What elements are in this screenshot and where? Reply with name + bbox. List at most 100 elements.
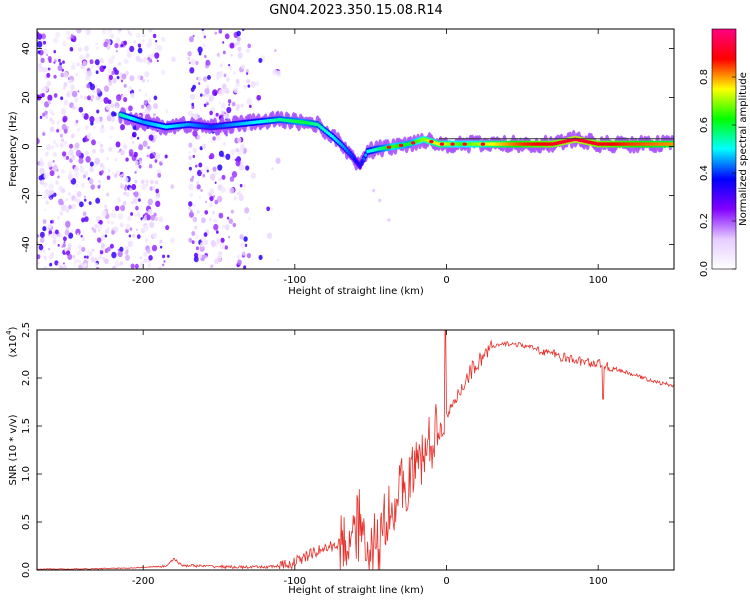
noise-blob	[241, 251, 246, 256]
noise-blob	[216, 52, 221, 58]
noise-blob	[218, 101, 221, 105]
noise-blob	[196, 134, 201, 140]
snr-series	[37, 330, 674, 570]
noise-blob	[83, 255, 87, 259]
noise-blob	[92, 126, 96, 130]
noise-blob	[270, 207, 274, 211]
noise-blob	[203, 35, 206, 39]
noise-blob	[119, 174, 123, 178]
noise-blob	[57, 175, 60, 179]
noise-blob	[49, 220, 53, 224]
noise-blob	[81, 112, 85, 117]
noise-blob	[38, 66, 44, 73]
noise-blob	[276, 70, 282, 77]
noise-blob	[83, 113, 89, 120]
noise-blob	[67, 173, 74, 181]
noise-blob	[74, 171, 80, 179]
snr-y-tick-label: 2.0	[21, 370, 32, 386]
noise-blob	[127, 215, 132, 222]
noise-blob	[106, 192, 110, 197]
noise-blob	[214, 181, 217, 185]
spectrogram-x-label: Height of straight line (km)	[288, 286, 424, 297]
noise-blob	[275, 157, 281, 164]
noise-blob	[75, 149, 82, 157]
noise-blob	[188, 61, 191, 65]
spectrogram-y-ticks: -40 -20 0 20 40	[21, 42, 674, 253]
noise-blob	[138, 198, 141, 202]
noise-blob	[192, 203, 196, 208]
noise-blob	[221, 111, 225, 116]
noise-blob	[75, 228, 81, 236]
noise-blob	[94, 116, 101, 124]
noise-blob	[76, 191, 82, 198]
snr-y-tick-label: 1.0	[21, 466, 32, 482]
noise-blob	[78, 157, 84, 164]
noise-blob	[104, 228, 109, 234]
noise-blob	[99, 249, 104, 255]
noise-blob	[78, 260, 82, 264]
noise-blob	[210, 240, 216, 247]
noise-blob	[240, 161, 245, 166]
noise-blob	[152, 232, 158, 239]
noise-blob	[148, 29, 153, 33]
ridge-core	[670, 142, 674, 146]
noise-blob	[138, 164, 142, 169]
noise-blob	[78, 47, 82, 52]
noise-blob	[65, 220, 71, 228]
ridge-core	[360, 160, 364, 165]
noise-blob	[149, 153, 154, 159]
noise-blob	[192, 154, 196, 159]
noise-blob	[43, 172, 49, 179]
noise-blob	[37, 137, 40, 145]
noise-blob	[84, 45, 89, 52]
noise-blob	[120, 124, 125, 131]
noise-blob	[66, 125, 70, 129]
noise-blob	[198, 82, 201, 85]
figure-title: GN04.2023.350.15.08.R14	[269, 3, 443, 18]
noise-blob	[83, 195, 86, 199]
noise-blob	[187, 110, 193, 118]
noise-blob	[95, 95, 100, 101]
noise-blob	[37, 31, 40, 36]
noise-blob	[70, 84, 75, 91]
noise-blob	[104, 234, 108, 238]
noise-blob	[63, 128, 68, 134]
noise-blob	[125, 107, 128, 111]
noise-blob	[125, 192, 130, 198]
noise-blob	[189, 67, 195, 74]
noise-blob	[145, 179, 149, 184]
noise-blob	[195, 164, 198, 168]
noise-blob	[139, 261, 145, 268]
noise-blob	[112, 266, 116, 269]
noise-blob	[144, 238, 149, 243]
noise-blob	[40, 237, 45, 244]
noise-blob	[67, 253, 73, 260]
noise-blob	[158, 216, 164, 223]
noise-blob	[96, 266, 100, 269]
noise-blob	[96, 88, 101, 94]
noise-blob	[144, 216, 147, 220]
noise-blob	[202, 76, 208, 82]
noise-blob	[49, 262, 53, 267]
noise-blob	[216, 238, 221, 244]
noise-blob	[71, 64, 76, 71]
noise-blob	[72, 254, 76, 259]
noise-blob	[140, 104, 145, 109]
ridge-core	[358, 164, 362, 168]
noise-blob	[218, 72, 223, 79]
noise-blob	[109, 125, 113, 131]
noise-blob	[43, 266, 48, 269]
noise-blob	[99, 143, 103, 148]
noise-blob	[150, 214, 156, 221]
noise-blob	[37, 190, 41, 198]
noise-blob	[128, 86, 133, 92]
snr-x-label: Height of straight line (km)	[288, 585, 424, 596]
noise-blob	[41, 87, 47, 94]
spectrogram-plot-area	[37, 29, 674, 269]
noise-blob	[135, 205, 139, 211]
noise-blob	[119, 222, 124, 228]
noise-blob	[147, 208, 153, 216]
noise-blob	[46, 144, 52, 151]
spectrogram-x-tick-label: 100	[589, 275, 608, 286]
noise-blob	[188, 237, 193, 243]
